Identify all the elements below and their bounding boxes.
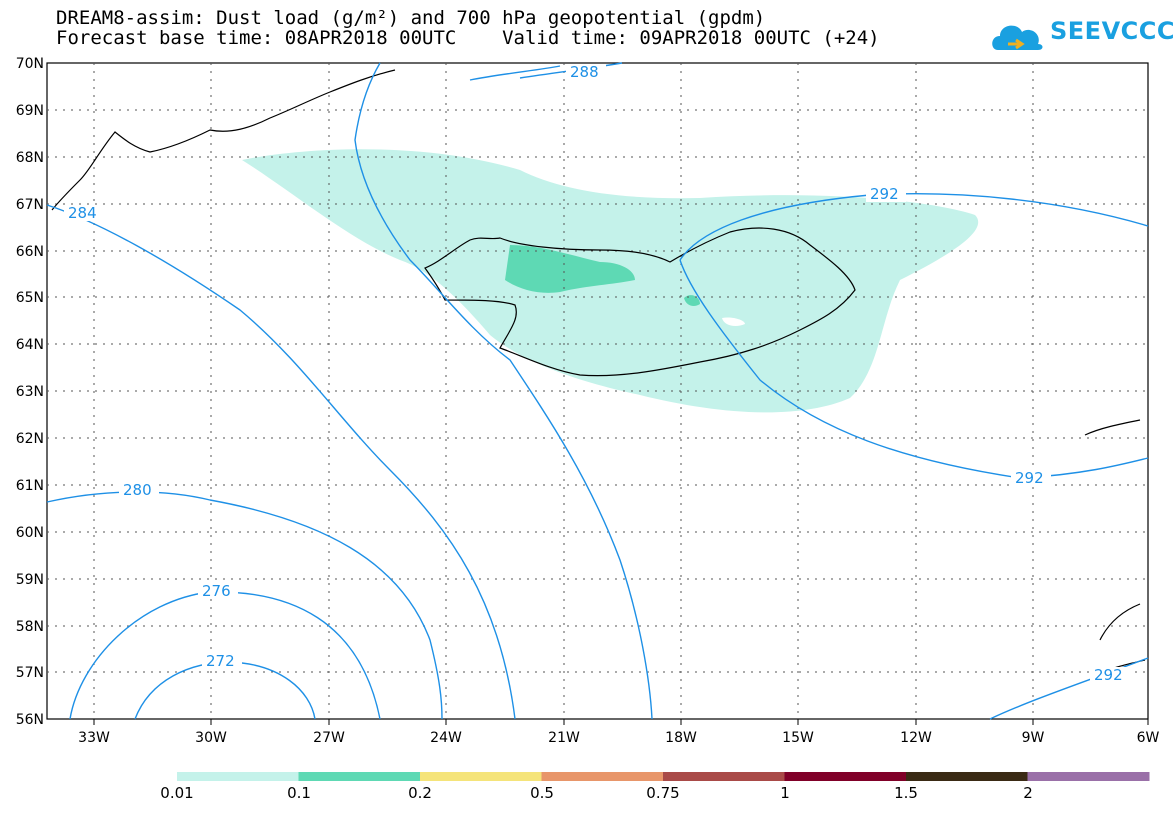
colorbar-label: 2 <box>1023 784 1033 802</box>
lon-label: 33W <box>78 730 110 746</box>
colorbar-label: 0.2 <box>408 784 432 802</box>
lon-label: 18W <box>665 730 697 746</box>
colorbar-label: 0.75 <box>646 784 680 802</box>
forecast-times: Forecast base time: 08APR2018 00UTC Vali… <box>56 27 880 49</box>
contour-292-southeast <box>989 657 1149 720</box>
lat-label: 56N <box>16 712 44 728</box>
lon-label: 27W <box>313 730 345 746</box>
colorbar-swatch <box>1027 772 1150 781</box>
lat-label: 70N <box>16 56 44 72</box>
contour-292-south <box>679 259 1149 479</box>
lat-label: 65N <box>16 290 44 306</box>
contour-label: 276 <box>202 582 231 600</box>
colorbar-swatch <box>177 772 299 781</box>
colorbar-swatch <box>420 772 542 781</box>
map-title: DREAM8-assim: Dust load (g/m²) and 700 h… <box>56 7 766 29</box>
lon-label: 24W <box>430 730 462 746</box>
colorbar-swatch <box>541 772 664 781</box>
lon-label: 30W <box>195 730 227 746</box>
lat-label: 58N <box>16 619 44 635</box>
contour-labels: 288 292 284 292 280 276 272 292 <box>64 63 1130 684</box>
colorbar-label: 0.1 <box>287 784 311 802</box>
colorbar-swatch <box>663 772 785 781</box>
contour-label: 272 <box>206 652 235 670</box>
colorbar-swatch <box>298 772 421 781</box>
lon-label: 21W <box>548 730 580 746</box>
lat-label: 59N <box>16 572 44 588</box>
lat-label: 61N <box>16 478 44 494</box>
contour-label: 288 <box>570 63 599 81</box>
contour-288 <box>354 62 653 720</box>
colorbar-label: 0.01 <box>160 784 194 802</box>
contour-284 <box>46 204 516 720</box>
longitude-labels: 33W 30W 27W 24W 21W 18W 15W 12W 9W 6W <box>78 730 1159 746</box>
lat-label: 67N <box>16 197 44 213</box>
contour-label: 292 <box>1015 469 1044 487</box>
colorbar-swatch <box>784 772 907 781</box>
graticule <box>47 63 1148 719</box>
lat-label: 63N <box>16 384 44 400</box>
lon-label: 9W <box>1022 730 1045 746</box>
contour-label: 292 <box>870 185 899 203</box>
dust-load-shading <box>242 149 979 413</box>
lon-label: 15W <box>782 730 814 746</box>
lat-label: 66N <box>16 244 44 260</box>
colorbar-swatch <box>906 772 1028 781</box>
colorbar-label: 0.5 <box>530 784 554 802</box>
logo-text: SEEVCCC <box>1050 17 1175 45</box>
lon-label: 12W <box>900 730 932 746</box>
lat-label: 62N <box>16 431 44 447</box>
cloud-logo-icon <box>992 25 1043 50</box>
lat-label: 57N <box>16 665 44 681</box>
colorbar-label: 1.5 <box>894 784 918 802</box>
map-frame <box>46 62 1149 720</box>
latitude-labels: 70N 69N 68N 67N 66N 65N 64N 63N 62N 61N … <box>16 56 44 728</box>
colorbar-label: 1 <box>780 784 790 802</box>
contour-label: 280 <box>123 481 152 499</box>
lat-label: 60N <box>16 525 44 541</box>
lon-label: 6W <box>1137 730 1160 746</box>
lat-label: 68N <box>16 150 44 166</box>
lat-label: 69N <box>16 103 44 119</box>
tick-marks <box>93 719 1149 725</box>
colorbar <box>177 772 1150 781</box>
lat-label: 64N <box>16 337 44 353</box>
contour-label: 292 <box>1094 666 1123 684</box>
contour-label: 284 <box>68 204 97 222</box>
